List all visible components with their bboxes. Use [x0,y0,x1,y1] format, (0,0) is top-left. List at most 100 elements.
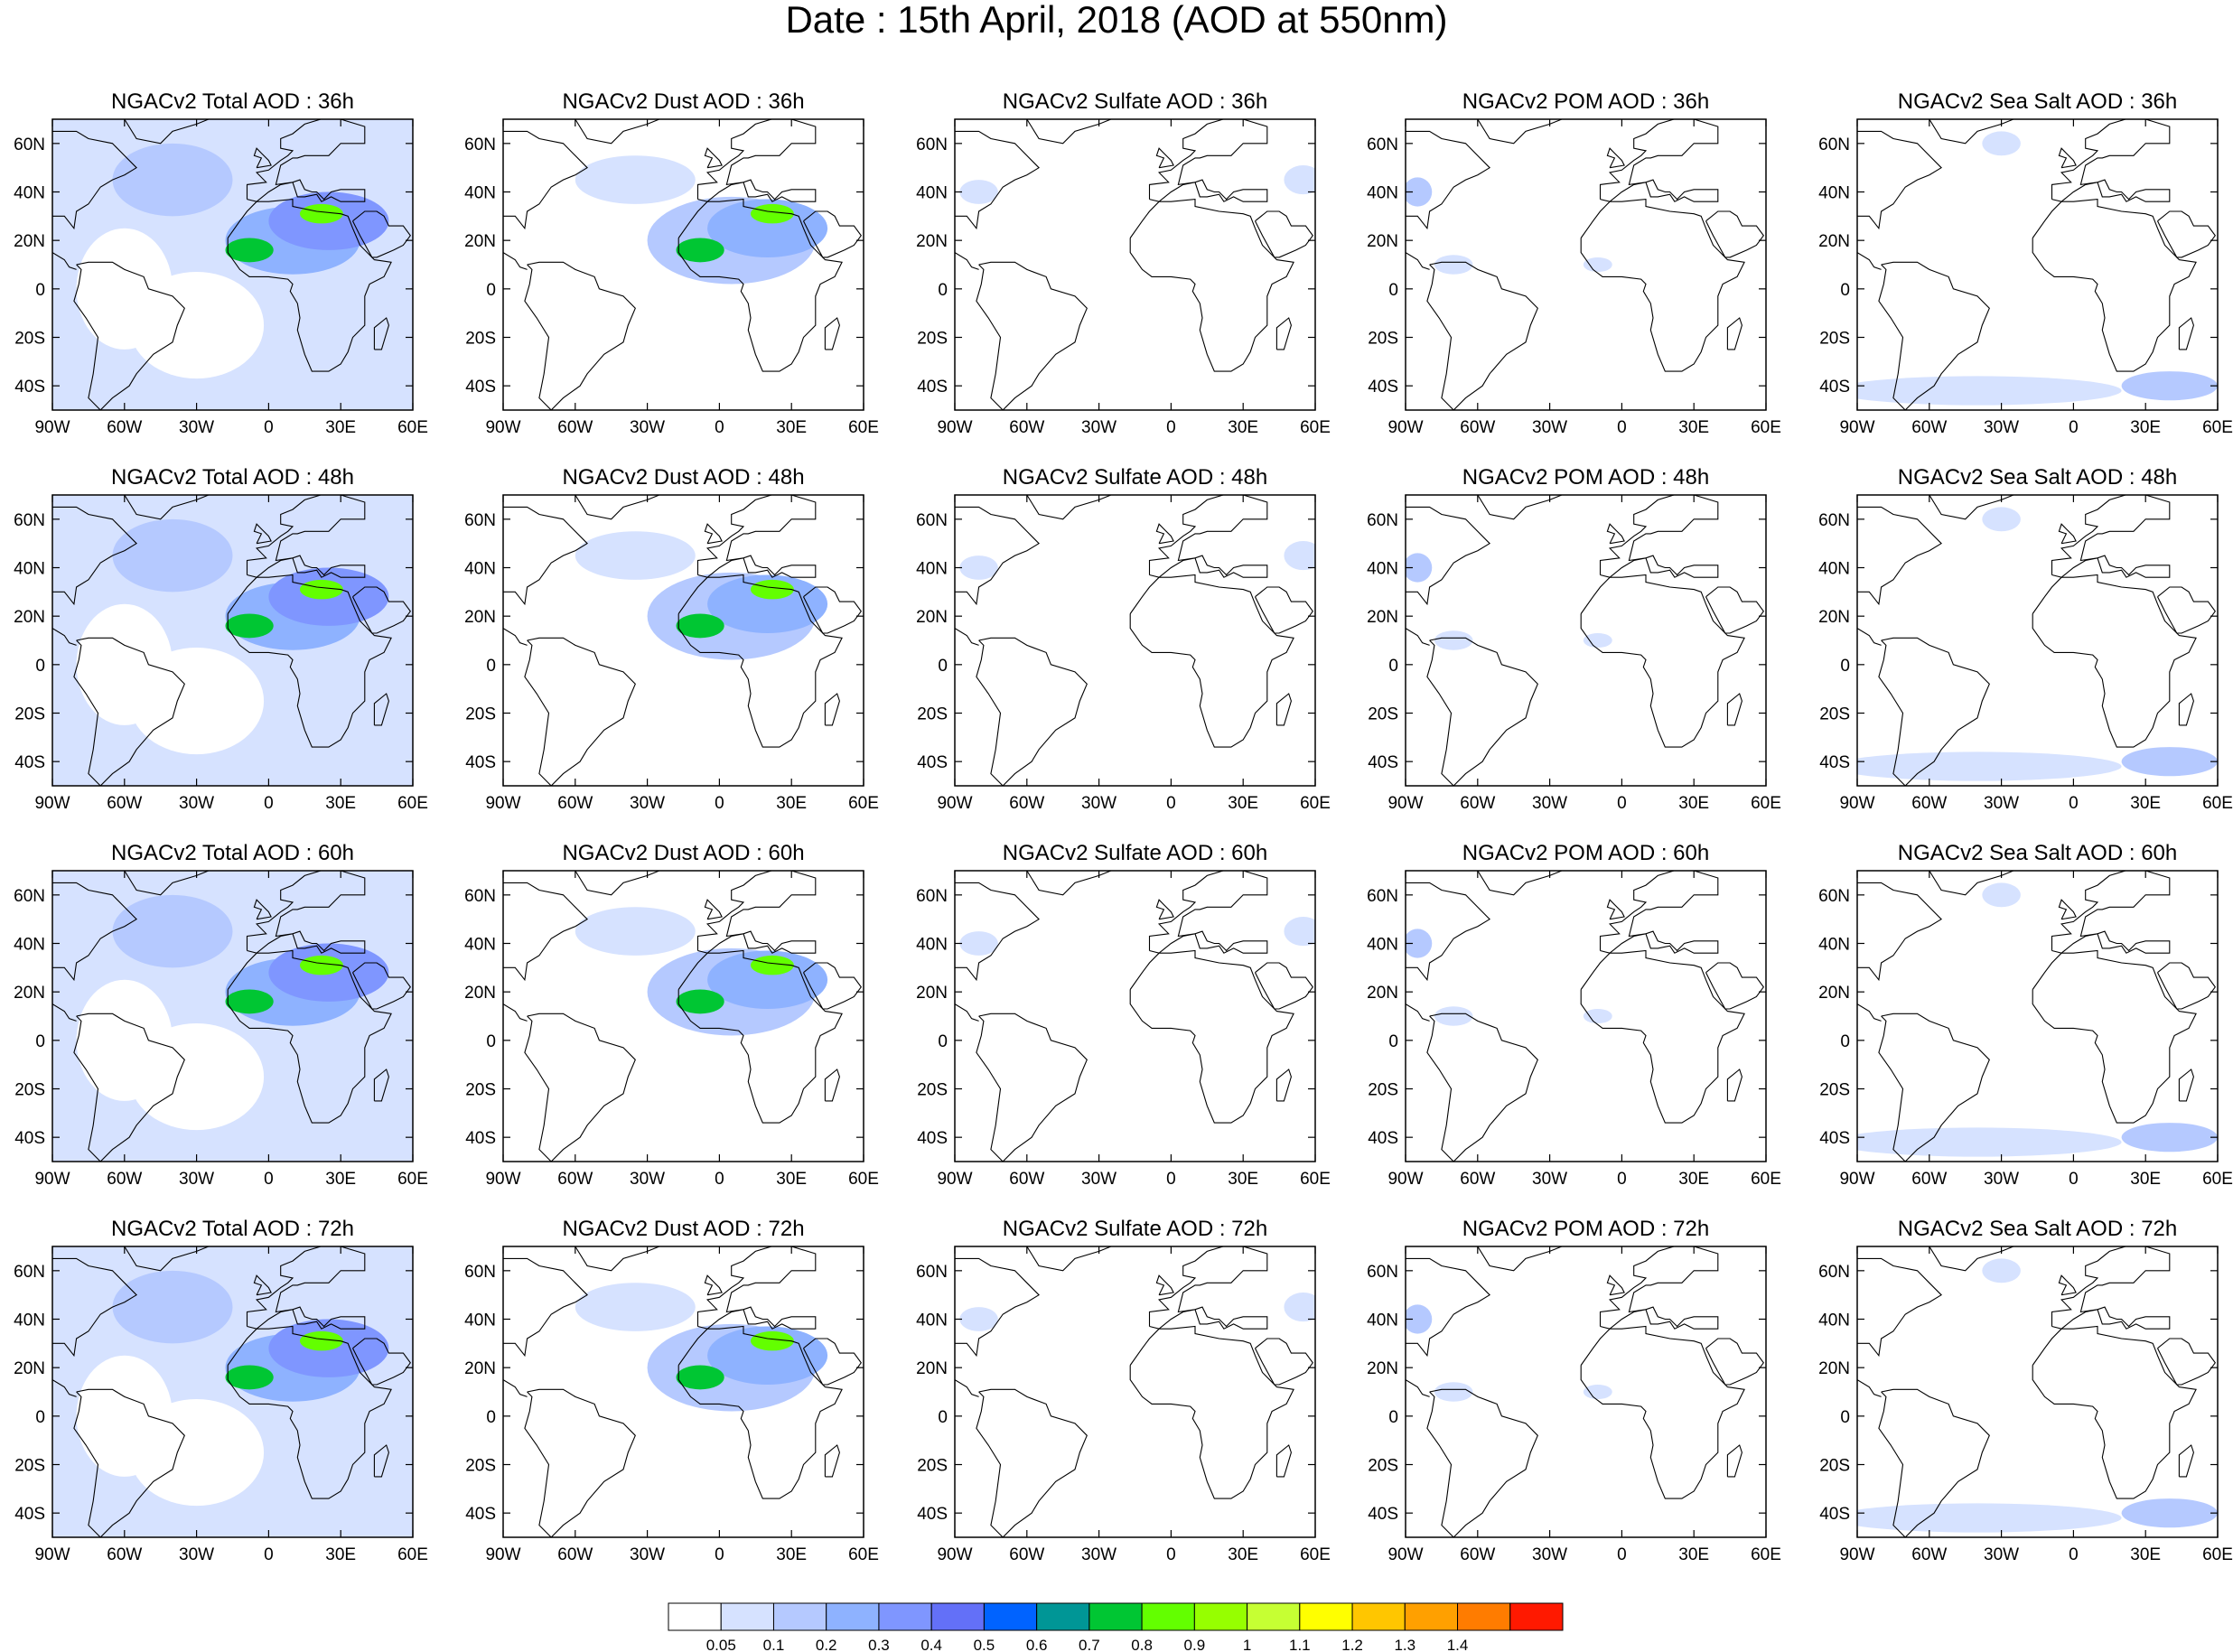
aod-blob [707,574,828,633]
coastline [704,147,723,169]
coastline [575,119,660,145]
x-tick-label: 0 [264,418,274,437]
y-tick-label: 40S [14,1505,45,1524]
colorbar-box [878,1602,932,1631]
x-tick-label: 60W [1009,1545,1044,1564]
aod-blob [76,228,173,350]
aod-blob [707,1326,828,1385]
coastline [1878,261,1990,410]
coastline [1705,210,1764,258]
y-tick-label: 60N [464,511,496,530]
coastline [253,147,272,169]
x-tick-label: 30W [179,1170,214,1189]
aod-blob [1434,255,1473,275]
aod-blob [1982,507,2021,532]
coastline [1705,962,1764,1010]
coastline [52,1257,137,1358]
aod-blob [1857,376,2122,406]
coastline [253,523,272,545]
coastline [976,1388,1088,1537]
colorbar-label: 1 [1243,1637,1251,1652]
x-tick-label: 30E [2130,1170,2161,1189]
x-tick-label: 60W [557,418,593,437]
y-tick-label: 60N [1367,887,1398,906]
coastline [1929,1246,2014,1272]
coastline [1426,1388,1538,1537]
y-tick-label: 40S [1819,753,1850,772]
coastline [1726,1069,1742,1102]
panel-title: NGACv2 Sea Salt AOD : 36h [1898,89,2177,114]
x-tick-label: 60E [397,1545,428,1564]
x-tick-label: 0 [715,794,724,813]
coastline [352,586,411,634]
y-tick-label: 40S [1368,753,1398,772]
colorbar-box [668,1602,722,1631]
aod-background [1857,495,2218,786]
x-tick-label: 30E [1228,1170,1258,1189]
y-tick-label: 60N [14,1263,45,1282]
aod-background [1857,119,2218,410]
coastline [2157,962,2216,1010]
x-tick-label: 60E [1751,1170,1781,1189]
x-tick-label: 30E [325,794,356,813]
map-frame [1856,1246,2219,1538]
coastline [1406,1257,1490,1358]
y-tick-label: 20N [1367,984,1398,1003]
coastline [803,586,862,634]
coastline [1148,1246,1268,1330]
coastline [955,252,979,270]
coastline [227,574,392,748]
panel-title: NGACv2 Sea Salt AOD : 48h [1898,465,2177,490]
colorbar: 0.05 0.1 0.2 0.3 0.4 0.5 0.6 0.7 0.8 0.9 1 1.1 1.2 1.… [668,1602,1564,1652]
coastline [1705,1338,1764,1386]
coastline [955,1379,979,1397]
coastline [1606,147,1625,169]
y-tick-label: 40N [464,184,496,203]
coastline [253,899,272,920]
x-tick-label: 90W [485,794,520,813]
coastline [124,119,210,145]
coastline [227,198,392,372]
x-tick-label: 90W [937,1545,972,1564]
coastline [803,1338,862,1386]
coastline [824,1444,840,1478]
y-tick-label: 40N [1818,184,1850,203]
y-tick-label: 40N [916,1311,948,1330]
x-tick-label: 30W [1984,794,2019,813]
y-tick-label: 20S [14,1457,45,1476]
y-tick-label: 20S [1819,1081,1850,1100]
x-tick-label: 60W [1460,794,1495,813]
panel-title: NGACv2 Sea Salt AOD : 72h [1898,1217,2177,1241]
y-tick-label: 20N [1367,1359,1398,1378]
x-tick-label: 60W [1460,418,1495,437]
aod-field [503,871,864,1162]
coastline [2032,574,2197,748]
y-tick-label: 20N [1367,608,1398,627]
y-tick-label: 20S [14,705,45,724]
coastline [1857,130,1942,230]
aod-blob [1406,177,1433,207]
y-tick-label: 20S [465,330,496,349]
y-tick-label: 20S [1819,705,1850,724]
y-tick-label: 20N [916,984,948,1003]
coastline [677,198,843,372]
x-tick-label: 60W [557,794,593,813]
y-tick-label: 20S [917,1081,948,1100]
y-tick-label: 0 [35,281,45,300]
coastline [52,252,77,270]
aod-blob [707,950,828,1009]
colorbar-label: 0.7 [1079,1637,1100,1652]
colorbar-label: 0.8 [1131,1637,1153,1652]
coastline [704,899,723,920]
y-tick-label: 20S [1368,1457,1398,1476]
map-panel: NGACv2 Total AOD : 60h 90W 60W 30W 0 30E 60E 60… [14,841,428,1189]
aod-field [955,495,1315,786]
x-tick-label: 30E [1678,1170,1709,1189]
colorbar-box [1299,1602,1353,1631]
x-tick-label: 60W [557,1545,593,1564]
map-frame [1856,870,2219,1162]
aod-blob [959,180,998,204]
y-tick-label: 40S [1819,1129,1850,1148]
y-tick-label: 40S [14,1129,45,1148]
coastline [1129,949,1294,1124]
